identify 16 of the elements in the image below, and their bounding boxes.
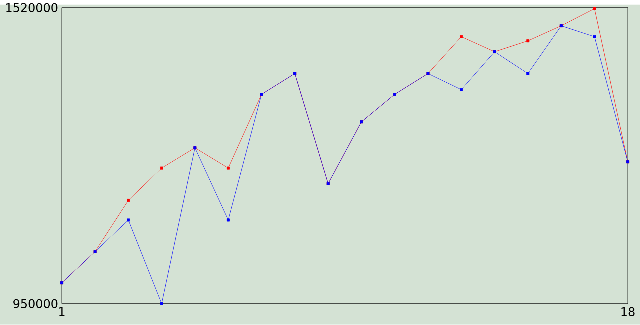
point: [593, 36, 596, 38]
x-tick-label: 18: [622, 307, 635, 316]
point: [526, 72, 530, 76]
point: [593, 7, 596, 10]
point: [526, 40, 530, 43]
point: [460, 36, 464, 38]
x-tick-label: 1: [60, 307, 65, 316]
point: [160, 166, 164, 170]
point: [160, 302, 164, 306]
y-tick-label: 950000: [14, 299, 58, 308]
point: [127, 199, 130, 202]
point: [460, 88, 464, 92]
y-tick-label: 1520000: [6, 3, 58, 12]
point: [226, 218, 230, 222]
point: [226, 166, 230, 170]
point: [127, 218, 130, 222]
